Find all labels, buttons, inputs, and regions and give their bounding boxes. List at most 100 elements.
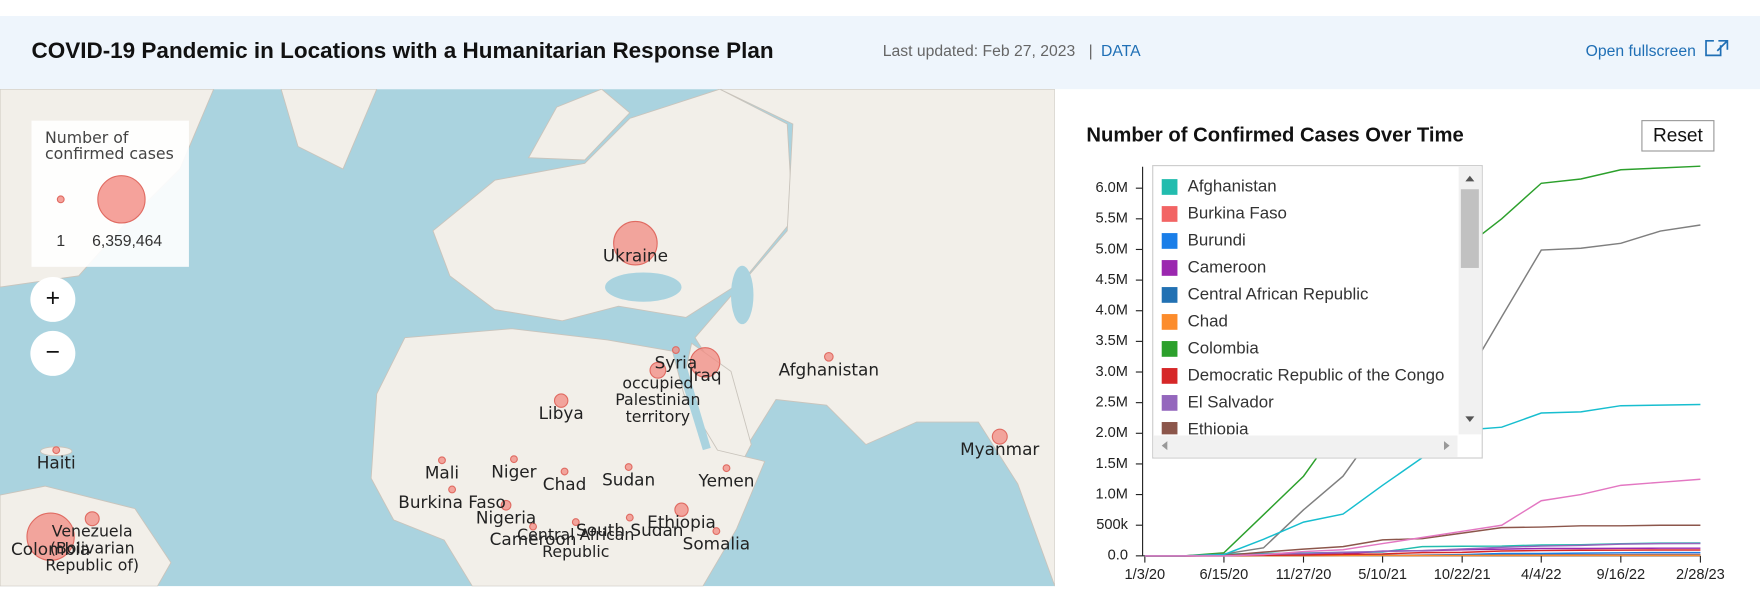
case-bubble [649, 361, 667, 379]
location-label-text: Central African Republic [517, 527, 635, 562]
location-label: Chad [543, 474, 587, 494]
location-label: Ukraine [603, 246, 668, 266]
y-tick-label: 3.0M [1095, 364, 1127, 380]
location-label: Syria [655, 353, 698, 373]
case-bubble [674, 502, 689, 517]
reset-label[interactable]: Reset [1653, 125, 1704, 146]
legend-swatch [1161, 395, 1178, 411]
legend-title: Number of confirmed cases [45, 131, 174, 162]
legend-label: Burundi [1188, 230, 1246, 249]
legend-swatch [1161, 233, 1178, 249]
x-tick-label: 10/22/21 [1434, 567, 1491, 583]
legend-swatch [1161, 314, 1178, 330]
black-sea [605, 272, 682, 302]
legend-label: El Salvador [1188, 392, 1275, 411]
scroll-thumb[interactable] [1460, 189, 1479, 268]
legend-label: Afghanistan [1188, 176, 1277, 195]
location-label: Somalia [683, 534, 750, 554]
chart-title: Number of Confirmed Cases Over Time [1086, 125, 1463, 147]
case-bubble [500, 499, 512, 511]
legend-label: Cameroon [1188, 257, 1267, 276]
x-tick-label: 11/27/20 [1276, 567, 1332, 583]
case-bubble [553, 393, 569, 408]
case-bubble [613, 220, 658, 266]
legend-label: Chad [1188, 311, 1228, 330]
case-bubble [689, 347, 721, 378]
case-bubble [510, 455, 518, 464]
location-label: Afghanistan [779, 359, 879, 379]
location-label: Libya [539, 403, 584, 423]
location-label: South Sudan [576, 520, 683, 540]
y-tick-label: 1.5M [1095, 456, 1127, 472]
case-bubble [991, 428, 1008, 445]
location-label: Cameroon [490, 529, 577, 549]
legend-label: Ethiopia [1188, 419, 1250, 438]
location-label: Mali [425, 463, 459, 483]
legend-swatch [1161, 341, 1178, 357]
legend-label: Colombia [1188, 338, 1260, 357]
caspian-sea [730, 265, 754, 325]
legend-swatch [1161, 368, 1178, 384]
external-icon [1705, 39, 1729, 57]
case-bubble [26, 512, 75, 561]
location-label: Ethiopia [647, 512, 716, 532]
header-bar [0, 16, 1760, 90]
legend-label: Central African Republic [1188, 284, 1369, 303]
legend-swatch [1161, 260, 1178, 276]
legend-swatch [1161, 206, 1178, 222]
legend-swatch [1161, 422, 1178, 435]
y-tick-label: 6.0M [1095, 180, 1127, 196]
hscroll-track [1153, 435, 1458, 457]
case-bubble [448, 485, 457, 494]
series-line [1144, 524, 1701, 557]
y-tick-label: 3.5M [1095, 333, 1127, 349]
location-label: Iraq [689, 365, 722, 385]
location-label: Burkina Faso [398, 492, 506, 512]
zoom-out-button[interactable] [30, 330, 76, 376]
zoom-in-button[interactable] [30, 276, 76, 322]
zoom-out[interactable]: − [46, 339, 60, 366]
x-tick-label: 6/15/20 [1200, 567, 1249, 583]
legend-label: Burkina Faso [1188, 203, 1287, 222]
location-label: Myanmar [960, 439, 1039, 459]
location-label-text: Venezuela (Bolivarian Republic of) [45, 524, 140, 575]
y-tick-label: 2.0M [1095, 425, 1127, 441]
location-label: Colombia [11, 539, 90, 559]
case-bubble [84, 511, 100, 527]
location-label: Venezuela (Bolivarian Republic of) [45, 524, 140, 575]
case-bubble [722, 464, 731, 473]
y-tick-label: 4.0M [1095, 303, 1127, 319]
case-bubble [560, 467, 569, 476]
legend-label: Democratic Republic of the Congo [1188, 365, 1445, 384]
y-tick-label: 4.5M [1095, 272, 1127, 288]
separator: | [1089, 43, 1093, 60]
y-tick-label: 1.0M [1095, 486, 1127, 502]
reset-button[interactable] [1641, 120, 1715, 152]
location-label: Nigeria [476, 508, 536, 528]
legend-max: 6,359,464 [92, 233, 162, 250]
legend-swatch [1161, 287, 1178, 303]
chart-legend[interactable] [1152, 165, 1483, 459]
location-label: Niger [491, 462, 536, 482]
x-tick-label: 9/16/22 [1596, 567, 1645, 583]
case-bubble [823, 351, 834, 362]
location-label: Central African Republic [517, 527, 635, 562]
location-label: Haiti [37, 453, 76, 473]
case-bubble [438, 456, 446, 465]
legend-min: 1 [56, 233, 65, 250]
y-tick-label: 500k [1096, 517, 1128, 533]
zoom-in[interactable]: + [46, 285, 60, 312]
y-tick-label: 0.0 [1108, 548, 1128, 564]
case-bubble [624, 463, 633, 471]
x-tick-label: 4/4/22 [1521, 567, 1562, 583]
open-fullscreen[interactable]: Open fullscreen [1586, 43, 1696, 60]
series-line [1144, 478, 1701, 557]
data-link[interactable]: DATA [1101, 43, 1141, 60]
legend-min-bubble [56, 195, 65, 204]
legend-swatch [1161, 179, 1178, 195]
page-title: COVID-19 Pandemic in Locations with a Hu… [31, 38, 773, 63]
y-tick-label: 5.0M [1095, 241, 1127, 257]
